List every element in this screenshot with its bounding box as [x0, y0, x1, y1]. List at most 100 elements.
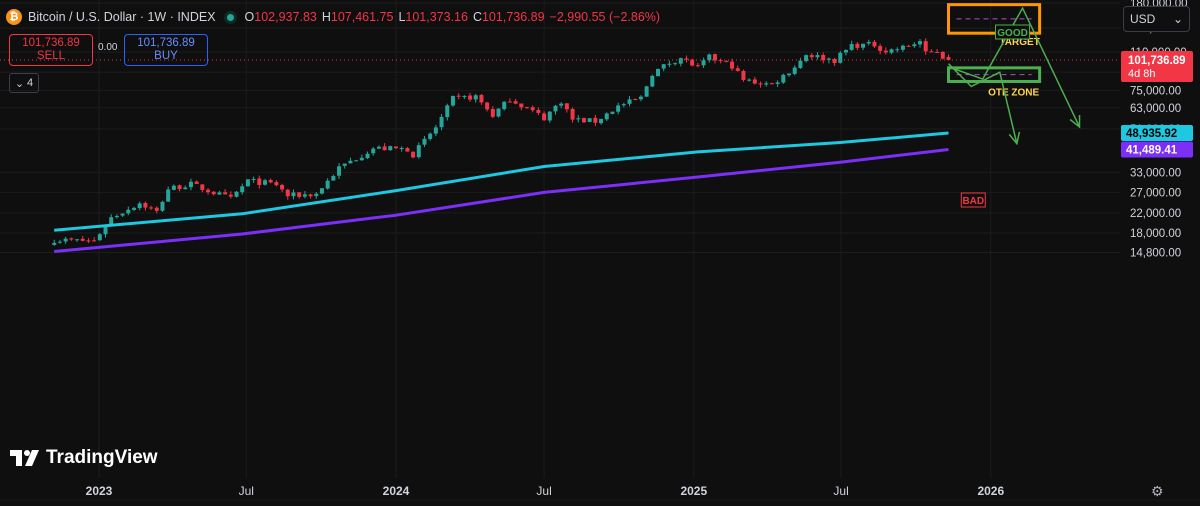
candle-body — [114, 215, 119, 218]
currency-value: USD — [1130, 12, 1156, 26]
candle-body — [735, 68, 740, 71]
candle-body — [280, 184, 285, 190]
candle-body — [80, 238, 85, 241]
candle-body — [883, 50, 888, 53]
candle-body — [75, 239, 80, 241]
candle-body — [143, 203, 148, 208]
candle-body — [912, 44, 917, 47]
candle-body — [376, 146, 381, 149]
candle-body — [707, 54, 712, 61]
sell-button[interactable]: 101,736.89 SELL — [9, 34, 93, 66]
candle-body — [712, 54, 717, 61]
candle-body — [57, 241, 62, 243]
candle-body — [542, 113, 547, 121]
candle-body — [581, 118, 586, 123]
candle-body — [285, 189, 290, 197]
candle-body — [695, 65, 700, 67]
symbol-title[interactable]: Bitcoin / U.S. Dollar · 1W · INDEX — [28, 10, 216, 24]
candle-body — [297, 192, 302, 197]
candles — [52, 38, 951, 246]
candle-body — [593, 117, 598, 123]
candle-body — [462, 95, 467, 97]
indicators-toggle[interactable]: ⌄ 4 — [9, 73, 39, 93]
candle-body — [889, 49, 894, 53]
price-change: −2,990.55 (−2.86%) — [549, 10, 661, 24]
target-zone-box[interactable] — [947, 3, 1042, 35]
candle-body — [940, 51, 945, 59]
candle-body — [741, 70, 746, 80]
ma-slow-tag-bg — [1121, 141, 1193, 158]
indicator-count: 4 — [27, 77, 34, 89]
currency-select[interactable]: USD ⌄ — [1123, 6, 1190, 32]
y-tick-label: 22,000.00 — [1130, 208, 1181, 220]
candle-body — [342, 163, 347, 166]
candle-body — [331, 176, 336, 181]
candle-body — [821, 54, 826, 61]
candle-body — [154, 207, 159, 211]
market-status-icon[interactable] — [223, 10, 237, 24]
candle-body — [576, 118, 581, 120]
candle-body — [638, 96, 643, 100]
moving-average-slow — [54, 148, 949, 253]
spread-value: 0.00 — [98, 42, 118, 53]
candle-body — [547, 111, 552, 121]
candle-body — [456, 95, 461, 97]
candle-body — [194, 181, 199, 184]
candle-body — [137, 203, 142, 209]
candle-body — [200, 184, 205, 190]
ote-zone-box[interactable] — [947, 66, 1042, 83]
candle-body — [644, 86, 649, 97]
candle-body — [815, 55, 820, 58]
candle-body — [843, 49, 848, 53]
candle-body — [337, 166, 342, 176]
chevron-down-icon: ⌄ — [14, 77, 25, 90]
ohlc-high-label: H — [321, 10, 331, 24]
good-scenario-path — [948, 6, 1081, 128]
candle-body — [485, 102, 490, 110]
candle-body — [468, 95, 473, 100]
candle-body — [268, 179, 273, 183]
ohlc-close: 101,736.89 — [481, 10, 545, 24]
x-tick-label: 2026 — [977, 484, 1004, 498]
candle-body — [673, 63, 678, 65]
candle-body — [718, 60, 723, 62]
candle-body — [656, 68, 661, 77]
x-tick-label: 2024 — [383, 484, 410, 498]
gear-icon[interactable]: ⚙ — [1151, 483, 1164, 499]
ohlc-high: 107,461.75 — [330, 10, 394, 24]
bitcoin-icon: ₿ — [6, 9, 22, 25]
candle-body — [422, 138, 427, 145]
good-scenario-arrowhead — [1069, 114, 1081, 129]
candle-body — [878, 46, 883, 51]
candle-body — [69, 238, 74, 240]
candle-body — [183, 187, 188, 190]
candle-body — [627, 99, 632, 104]
candle-body — [678, 58, 683, 64]
candle-body — [228, 194, 233, 197]
candle-body — [730, 61, 735, 69]
ohlc-open-label: O — [244, 10, 255, 24]
candle-body — [223, 192, 228, 195]
candle-body — [257, 178, 262, 186]
candle-body — [445, 105, 450, 118]
candle-body — [86, 240, 91, 242]
candle-body — [131, 207, 136, 210]
candle-body — [946, 57, 951, 60]
candle-body — [935, 51, 940, 53]
ohlc-low-label: L — [398, 10, 406, 24]
candle-body — [308, 194, 313, 197]
candle-body — [599, 118, 604, 124]
candle-body — [900, 45, 905, 50]
candle-body — [240, 186, 245, 193]
candle-body — [559, 103, 564, 106]
buy-button[interactable]: 101,736.89 BUY — [124, 34, 208, 66]
candle-body — [838, 52, 843, 63]
candle-body — [918, 41, 923, 45]
candle-body — [752, 79, 757, 84]
candle-body — [690, 59, 695, 66]
candle-body — [587, 118, 592, 122]
candle-body — [787, 73, 792, 76]
x-tick-label: Jul — [536, 484, 551, 498]
candle-body — [553, 105, 558, 112]
